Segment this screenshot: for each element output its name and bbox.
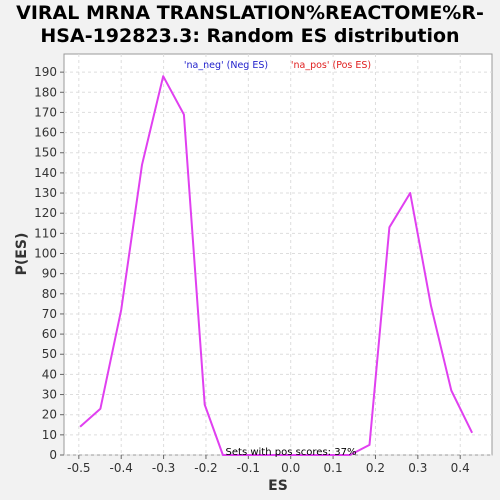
annotation: Sets with pos scores: 37% (226, 447, 357, 458)
chart-title: VIRAL MRNA TRANSLATION%REACTOME%R- HSA-1… (0, 2, 500, 48)
y-axis-label: P(ES) (14, 233, 30, 276)
x-axis-label: ES (268, 478, 288, 494)
y-tick-label: 80 (42, 287, 57, 301)
chart-title-line-1: VIRAL MRNA TRANSLATION%REACTOME%R- (16, 2, 484, 24)
y-tick-label: 110 (34, 226, 57, 240)
y-tick-label: 180 (34, 85, 57, 99)
y-tick-label: 190 (34, 65, 57, 79)
y-tick-label: 170 (34, 105, 57, 119)
y-tick-label: 10 (42, 428, 57, 442)
y-tick-label: 160 (34, 126, 57, 140)
x-tick-label: -0.1 (237, 461, 260, 475)
axes: 0 10 20 30 40 50 60 70 80 90 100 110 120 130 140 150 160… (34, 65, 470, 475)
y-tick-label: 150 (34, 146, 57, 160)
x-tick-label: 0.2 (366, 461, 385, 475)
y-tick-label: 30 (42, 388, 57, 402)
legend-entry: 'na_pos' (Pos ES) (291, 60, 371, 71)
y-tick-label: 140 (34, 166, 57, 180)
x-tick-label: 0.1 (324, 461, 343, 475)
y-tick-label: 100 (34, 246, 57, 260)
x-tick-label: -0.4 (109, 461, 132, 475)
y-tick-label: 50 (42, 347, 57, 361)
legend: 'na_neg' (Neg ES) 'na_pos' (Pos ES) (184, 60, 371, 71)
y-tick-label: 70 (42, 307, 57, 321)
x-tick-label: 0.3 (408, 461, 427, 475)
series-line (79, 75, 473, 456)
y-tick-label: 90 (42, 267, 57, 281)
y-tick-label: 120 (34, 206, 57, 220)
series-group (79, 75, 473, 456)
y-tick-label: 60 (42, 327, 57, 341)
x-tick-label: -0.2 (194, 461, 217, 475)
x-tick-label: 0.0 (281, 461, 300, 475)
y-tick-label: 20 (42, 408, 57, 422)
y-tick-label: 40 (42, 367, 57, 381)
x-tick-label: -0.5 (67, 461, 90, 475)
y-tick-label: 0 (49, 448, 57, 462)
x-tick-label: 0.4 (451, 461, 470, 475)
y-tick-label: 130 (34, 186, 57, 200)
legend-entry: 'na_neg' (Neg ES) (184, 60, 268, 71)
x-tick-label: -0.3 (152, 461, 175, 475)
chart-title-line-2: HSA-192823.3: Random ES distribution (40, 25, 460, 47)
